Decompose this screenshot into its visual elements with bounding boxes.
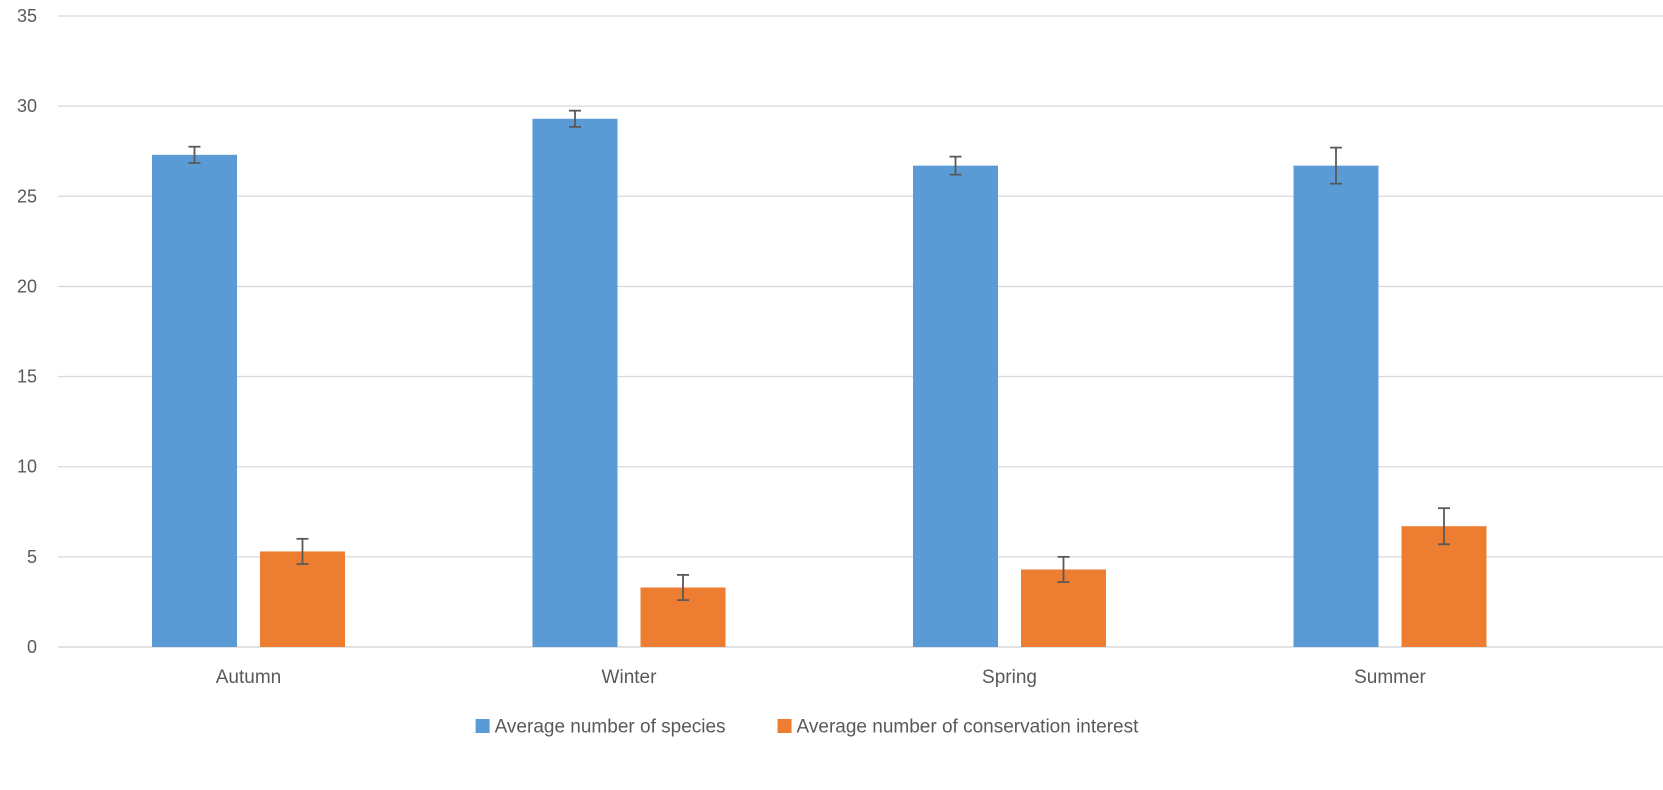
error-bar-series-1-summer xyxy=(1438,507,1450,546)
y-tick-label: 15 xyxy=(17,367,37,387)
y-tick-label: 5 xyxy=(27,547,37,567)
y-tick-label: 10 xyxy=(17,457,37,477)
x-category-label-spring: Spring xyxy=(982,667,1037,688)
error-bar-series-0-spring xyxy=(949,155,962,176)
legend-swatch xyxy=(475,719,490,733)
x-category-label-summer: Summer xyxy=(1354,667,1426,688)
bar-series-0-spring xyxy=(913,165,998,647)
bar-series-0-summer xyxy=(1293,165,1379,647)
error-bar-series-1-winter xyxy=(677,573,689,602)
legend-swatch xyxy=(777,719,792,733)
legend-item-0: Average number of species xyxy=(475,717,726,738)
legend-label: Average number of conservation interest xyxy=(797,717,1140,738)
y-tick-label: 25 xyxy=(17,186,37,206)
bar-series-0-winter xyxy=(532,118,618,647)
x-category-label-winter: Winter xyxy=(602,667,658,688)
bar-series-1-autumn xyxy=(260,551,345,647)
legend: Average number of species Average number … xyxy=(475,717,1140,738)
y-axis-tick-labels: 0 5 10 15 20 25 30 35 xyxy=(17,6,37,657)
error-bar-series-1-spring xyxy=(1057,555,1070,583)
bar-series-0-autumn xyxy=(152,154,237,647)
y-tick-label: 35 xyxy=(17,6,37,26)
y-tick-label: 20 xyxy=(17,276,37,296)
y-tick-label: 30 xyxy=(17,96,37,116)
error-bar-series-0-winter xyxy=(569,109,581,128)
bars xyxy=(152,118,1487,647)
error-bar-series-0-autumn xyxy=(188,145,201,164)
legend-label: Average number of species xyxy=(495,717,726,738)
x-category-label-autumn: Autumn xyxy=(216,667,281,688)
y-tick-label: 0 xyxy=(27,637,37,657)
legend-item-1: Average number of conservation interest xyxy=(777,717,1140,738)
error-bars xyxy=(188,109,1450,602)
bar-series-1-summer xyxy=(1401,526,1487,647)
error-bar-series-0-summer xyxy=(1330,146,1342,185)
x-axis-category-labels: Autumn Winter Spring Summer xyxy=(216,667,1427,688)
error-bar-series-1-autumn xyxy=(296,537,309,565)
